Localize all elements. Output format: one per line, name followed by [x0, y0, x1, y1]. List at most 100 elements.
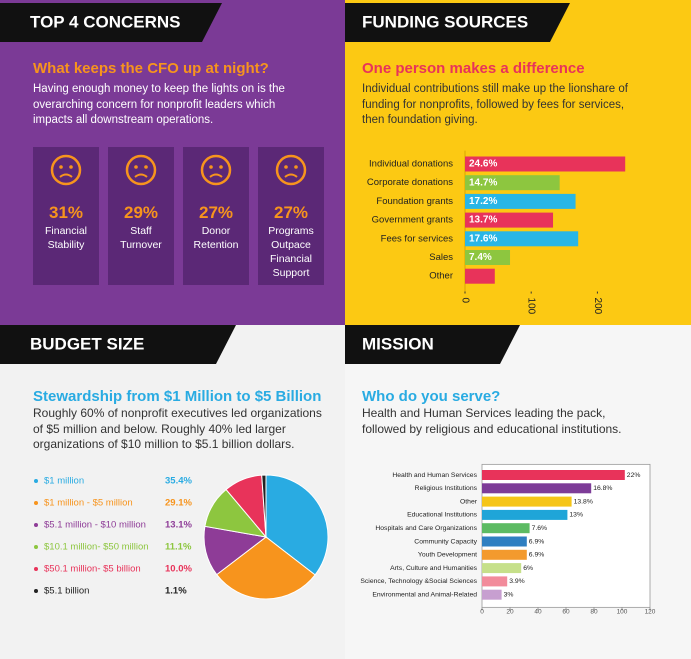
bar [482, 509, 568, 520]
legend-label: $1 million - $5 million [44, 498, 133, 509]
concern-label: Financial Stability [44, 225, 88, 251]
concern-card: 31% Financial Stability [33, 147, 99, 285]
bar-label: 6% [523, 565, 533, 572]
subtitle: One person makes a difference [362, 60, 585, 77]
concern-label: Programs Outpace Financial Support [268, 225, 314, 279]
bar [465, 268, 495, 284]
body-text: Health and Human Services leading the pa… [362, 406, 622, 436]
concern-label: Donor Retention [193, 225, 239, 251]
category-label: Religious Institutions [415, 485, 478, 492]
face-eye [209, 165, 213, 169]
category-label: Corporate donations [367, 177, 453, 188]
face-eye [294, 165, 298, 169]
x-tick-label: 100 [617, 609, 628, 616]
concern-percent: 31% [48, 203, 84, 222]
header-tab [345, 325, 520, 364]
bar-label: 16.8% [593, 485, 612, 492]
x-tick-label: 120 [645, 609, 656, 616]
pie-slice [261, 474, 267, 538]
x-tick-label: 60 [562, 609, 570, 616]
bar-label: 7.6% [532, 525, 548, 532]
category-label: Other [460, 498, 478, 505]
bar-label: 13.8% [574, 498, 593, 505]
concern-percent: 27% [198, 203, 234, 222]
bar-label: 14.7% [469, 177, 497, 188]
legend-dot [34, 589, 38, 593]
face-icon [275, 154, 307, 186]
face-mouth [209, 173, 223, 178]
face-mouth [284, 173, 298, 178]
legend-label: $50.1 million- $5 billion [44, 564, 141, 575]
bar [465, 231, 579, 247]
header: BUDGET SIZE [30, 334, 144, 353]
bar-label: 3% [504, 591, 514, 598]
bar [465, 193, 576, 209]
bar [482, 563, 522, 574]
body-text: Roughly 60% of nonprofit executives led … [33, 406, 322, 451]
x-tick-label: 20 [506, 609, 514, 616]
concern-card: 29% Staff Turnover [108, 147, 174, 285]
value-label: 11.1% [165, 542, 192, 553]
bar [482, 470, 625, 480]
value-label: 29.1% [165, 498, 192, 509]
legend-dot [34, 545, 38, 549]
category-label: Arts, Culture and Humanities [390, 565, 477, 572]
category-label: Health and Human Services [392, 472, 477, 479]
legend-dot [34, 523, 38, 527]
face-eye [59, 165, 63, 169]
bar [482, 549, 527, 560]
value-label: 10.0% [165, 564, 192, 575]
bar [465, 250, 511, 265]
x-tick-label: 200 [592, 298, 603, 315]
category-label: Government grants [372, 215, 454, 226]
header-tab [345, 3, 570, 42]
bar [482, 589, 502, 600]
face-mouth [59, 173, 73, 178]
category-label: Hospitals and Care Organizations [375, 525, 477, 532]
concern-percent: 29% [123, 203, 159, 222]
legend-label: $1 million [44, 476, 84, 487]
concern-card: 27% Programs Outpace Financial Support [258, 147, 324, 285]
face-eye [144, 165, 148, 169]
legend-dot [34, 501, 38, 505]
concern-card: 27% Donor Retention [183, 147, 249, 285]
face-icon [125, 154, 157, 186]
bar-label: 6.9% [529, 552, 545, 559]
bar-label: 6.9% [529, 538, 545, 545]
x-tick-label: 40 [534, 609, 542, 616]
face-icon [200, 154, 232, 186]
x-tick-label: 100 [526, 298, 537, 315]
header: TOP 4 CONCERNS [30, 12, 181, 31]
header: FUNDING SOURCES [362, 12, 528, 31]
bar [482, 483, 592, 494]
face-mouth [134, 173, 148, 178]
legend-label: $5.1 million - $10 million [44, 520, 146, 531]
bar-label: 17.2% [469, 196, 497, 207]
bar-label: 17.6% [469, 233, 497, 244]
category-label: Individual donations [369, 159, 453, 170]
face-eye [134, 165, 138, 169]
concern-label: Staff Turnover [120, 225, 162, 251]
header-tab [0, 325, 236, 364]
concern-percent: 27% [273, 203, 309, 222]
face-icon [50, 154, 82, 186]
bar [465, 156, 626, 172]
bar [482, 576, 508, 587]
category-label: Environmental and Animal-Related [372, 591, 477, 598]
category-label: Other [429, 271, 453, 282]
subtitle: Stewardship from $1 Million to $5 Billio… [33, 388, 322, 405]
x-tick-label: 0 [459, 298, 470, 304]
pie-slice [265, 474, 329, 576]
body-text: Having enough money to keep the lights o… [33, 83, 285, 126]
header-tab [0, 3, 222, 42]
subtitle: Who do you serve? [362, 388, 501, 405]
value-label: 35.4% [165, 476, 192, 487]
legend-label: $10.1 million- $50 million [44, 542, 149, 553]
legend-dot [34, 567, 38, 571]
category-label: Foundation grants [376, 196, 453, 207]
x-tick-label: 80 [590, 609, 598, 616]
face-eye [284, 165, 288, 169]
bar [482, 536, 527, 547]
